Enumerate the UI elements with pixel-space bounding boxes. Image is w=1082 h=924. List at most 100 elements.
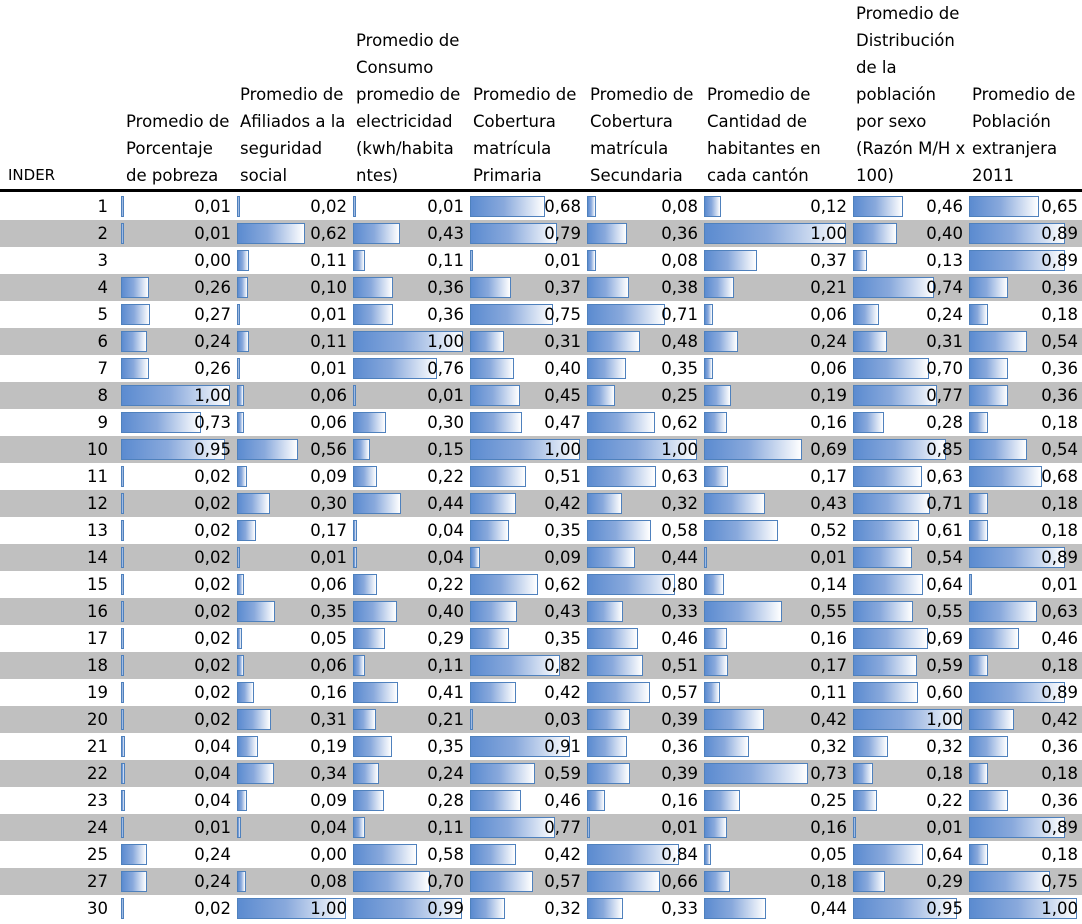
header-label: Promedio de Afiliados a la seguridad soc…: [240, 85, 346, 185]
cell-value: 1,00: [810, 224, 847, 243]
cell-value: 0,25: [661, 386, 698, 405]
cell-value: 0,71: [661, 305, 698, 324]
cell-afiliados: 0,06: [236, 382, 351, 409]
cell-habitantes: 0,42: [703, 706, 851, 733]
cell-sexo: 0,70: [852, 355, 967, 382]
cell-sexo: 0,95: [852, 895, 967, 922]
cell-value: 0,04: [194, 737, 231, 756]
data-bar: [704, 493, 765, 514]
cell-primaria: 0,75: [469, 301, 585, 328]
cell-pobreza: 0,24: [120, 841, 235, 868]
header-porcentaje-pobreza: Promedio de Porcentaje de pobreza: [126, 0, 239, 189]
header-rule: [0, 189, 1082, 192]
cell-value: 0,41: [427, 683, 464, 702]
cell-afiliados: 0,01: [236, 544, 351, 571]
cell-habitantes: 0,17: [703, 463, 851, 490]
cell-value: 0,48: [661, 332, 698, 351]
cell-value: 0,89: [1041, 251, 1078, 270]
data-bar: [587, 709, 630, 730]
cell-value: 0,01: [310, 305, 347, 324]
cell-value: 0,16: [810, 413, 847, 432]
cell-primaria: 0,46: [469, 787, 585, 814]
data-bar: [237, 196, 240, 217]
cell-value: 0,59: [926, 656, 963, 675]
cell-value: 0,64: [926, 845, 963, 864]
data-bar: [353, 439, 370, 460]
cell-value: 0,03: [544, 710, 581, 729]
cell-extranjera: 0,01: [968, 571, 1082, 598]
data-bar: [587, 385, 615, 406]
cell-primaria: 0,31: [469, 328, 585, 355]
cell-value: 0,01: [194, 224, 231, 243]
data-bar: [353, 250, 365, 271]
cell-value: 0,36: [1041, 278, 1078, 297]
data-bar: [237, 493, 270, 514]
cell-value: 0,36: [1041, 386, 1078, 405]
cell-habitantes: 0,32: [703, 733, 851, 760]
data-bar: [587, 682, 650, 703]
data-bar: [969, 520, 988, 541]
cell-value: 0,42: [810, 710, 847, 729]
row-inder-label: 20: [87, 710, 108, 729]
data-bar: [121, 574, 124, 595]
cell-electricidad: 0,43: [352, 220, 468, 247]
data-bar: [853, 196, 903, 217]
data-bar: [853, 223, 897, 244]
data-bar: [353, 682, 398, 703]
row-inder-label: 19: [87, 683, 108, 702]
cell-pobreza: 0,02: [120, 625, 235, 652]
data-bar: [353, 493, 401, 514]
data-bar: [470, 547, 480, 568]
data-bar: [237, 763, 274, 784]
data-bar: [969, 412, 988, 433]
cell-value: 0,64: [926, 575, 963, 594]
cell-secundaria: 0,16: [586, 787, 702, 814]
cell-sexo: 0,55: [852, 598, 967, 625]
cell-value: 0,73: [194, 413, 231, 432]
data-bar: [969, 763, 988, 784]
cell-sexo: 0,24: [852, 301, 967, 328]
data-bar: [587, 304, 665, 325]
data-bar: [353, 736, 392, 757]
data-bar: [969, 844, 988, 865]
data-bar: [969, 304, 988, 325]
cell-primaria: 0,03: [469, 706, 585, 733]
cell-value: 0,36: [427, 278, 464, 297]
row-inder-label: 2: [97, 224, 109, 243]
cell-habitantes: 0,21: [703, 274, 851, 301]
cell-value: 0,37: [544, 278, 581, 297]
cell-secundaria: 0,36: [586, 220, 702, 247]
cell-secundaria: 0,71: [586, 301, 702, 328]
data-bar: [470, 898, 505, 919]
cell-value: 0,01: [194, 818, 231, 837]
table-row: 5 0,27 0,01 0,36 0,75 0,71 0,06 0,24 0,18: [0, 301, 1082, 328]
table-row: 8 1,00 0,06 0,01 0,45 0,25 0,19 0,77 0,36: [0, 382, 1082, 409]
data-bar: [587, 466, 656, 487]
row-inder-label: 27: [87, 872, 108, 891]
data-bar: [237, 358, 240, 379]
data-bar: [704, 736, 749, 757]
data-bar: [853, 763, 873, 784]
cell-value: 0,74: [926, 278, 963, 297]
data-bar: [470, 844, 516, 865]
cell-pobreza: 0,02: [120, 544, 235, 571]
cell-secundaria: 0,84: [586, 841, 702, 868]
cell-secundaria: 0,80: [586, 571, 702, 598]
table-row: 2 0,01 0,62 0,43 0,79 0,36 1,00 0,40 0,89: [0, 220, 1082, 247]
cell-value: 0,09: [310, 791, 347, 810]
data-bar: [853, 358, 929, 379]
cell-extranjera: 1,00: [968, 895, 1082, 922]
cell-extranjera: 0,89: [968, 544, 1082, 571]
data-bar: [353, 601, 397, 622]
data-bar: [237, 250, 249, 271]
data-bar: [121, 682, 124, 703]
cell-electricidad: 0,35: [352, 733, 468, 760]
cell-pobreza: 0,02: [120, 679, 235, 706]
cell-value: 0,24: [427, 764, 464, 783]
cell-value: 0,08: [661, 197, 698, 216]
data-bar: [853, 466, 922, 487]
table-row: 30 0,02 1,00 0,99 0,32 0,33 0,44 0,95 1,00: [0, 895, 1082, 922]
cell-value: 0,04: [194, 764, 231, 783]
cell-value: 0,06: [810, 305, 847, 324]
cell-secundaria: 0,33: [586, 598, 702, 625]
